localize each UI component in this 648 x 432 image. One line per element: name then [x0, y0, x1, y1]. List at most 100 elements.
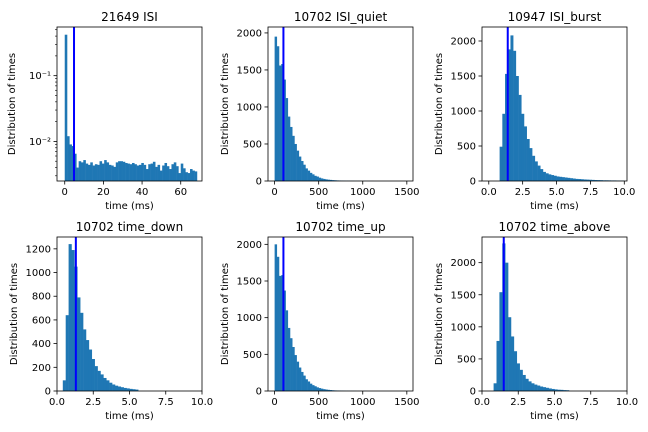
histogram-bar — [166, 166, 170, 181]
x-tick-label: 1500 — [394, 187, 419, 198]
x-tick-label: 0 — [62, 187, 68, 198]
subplot-title: 10702 time_up — [295, 220, 385, 234]
histogram-bar — [176, 166, 179, 181]
histogram-bar — [276, 46, 280, 181]
histogram-bar — [294, 143, 297, 181]
histogram-bar — [570, 178, 574, 181]
histogram-bar — [528, 381, 532, 391]
histogram-bar — [329, 390, 333, 391]
x-tick-label: 0.0 — [481, 187, 497, 198]
x-tick-label: 7.5 — [582, 187, 598, 198]
histogram-bar — [138, 164, 142, 181]
histogram-bar — [542, 387, 547, 391]
histogram-bar — [92, 165, 96, 181]
histogram-bar — [307, 170, 311, 181]
histogram-bar — [178, 173, 181, 181]
histogram-bar — [305, 379, 308, 391]
histogram-bar — [496, 340, 500, 391]
histogram-bar — [518, 94, 522, 181]
histogram-bar — [525, 378, 529, 391]
x-tick-label: 0 — [271, 397, 277, 408]
histogram-bar — [276, 256, 280, 391]
x-tick-label: 10.0 — [616, 397, 638, 408]
histogram-bar — [65, 315, 69, 391]
histogram-bar — [331, 180, 335, 181]
histogram-bar — [274, 244, 278, 391]
subplot-title: 10947 ISI_burst — [508, 10, 602, 24]
y-tick-label: 2000 — [237, 240, 262, 251]
histogram-bar — [298, 367, 302, 391]
y-tick-label: 1000 — [26, 268, 51, 279]
histogram-bar — [303, 375, 306, 391]
histogram-bar — [294, 355, 297, 391]
histogram-bar — [327, 179, 330, 181]
histogram-bar — [88, 349, 93, 391]
x-tick-label: 5.0 — [547, 397, 563, 408]
histogram-bar — [292, 347, 295, 391]
histogram-bar — [325, 389, 328, 391]
histogram-bar — [155, 166, 158, 181]
x-axis-label: time (ms) — [316, 201, 365, 212]
y-axis-label: Distribution of times — [434, 53, 445, 155]
histogram-bar — [599, 180, 603, 181]
histogram-bar — [173, 162, 177, 181]
y-axis-label: Distribution of times — [9, 263, 20, 365]
histogram-bar — [118, 161, 121, 181]
x-tick-label: 5.0 — [122, 397, 138, 408]
histogram-bar — [578, 179, 582, 181]
subplot-title: 21649 ISI — [101, 10, 158, 24]
histogram-bar — [135, 389, 139, 391]
y-tick-label: 500 — [243, 139, 262, 150]
histogram-bar — [513, 351, 518, 391]
histogram-bar — [534, 161, 538, 181]
histogram-bar — [556, 176, 560, 181]
axes-frame — [481, 26, 628, 182]
histogram-bar — [80, 162, 84, 181]
histogram-bar — [159, 170, 163, 181]
histogram-bar — [580, 179, 584, 181]
subplot-3: 0.0 2.5 5.0 7.5 10.0 0 500 1000 1500 2000 10947 IS… — [434, 10, 635, 212]
y-tick-label: 1000 — [237, 102, 262, 113]
histogram-bars — [62, 244, 139, 391]
histogram-bar — [87, 164, 91, 181]
y-tick-label: 1000 — [451, 107, 476, 118]
histogram-bar — [123, 387, 127, 391]
axes-frame — [56, 26, 203, 182]
histogram-bar — [312, 174, 315, 181]
histogram-bar — [513, 50, 517, 181]
y-tick-label: 500 — [457, 142, 476, 153]
histogram-bar — [589, 179, 593, 181]
x-tick-label: 20 — [97, 187, 110, 198]
histogram-bar — [316, 176, 319, 181]
histogram-bar — [113, 166, 117, 181]
x-axis-label: time (ms) — [530, 201, 579, 212]
histogram-bar — [109, 382, 113, 391]
y-tick-label: 1200 — [26, 244, 51, 255]
x-tick-label: 2.5 — [515, 187, 531, 198]
histogram-bar — [522, 374, 526, 391]
histogram-bar — [516, 363, 520, 391]
y-tick-label: 600 — [32, 315, 51, 326]
histogram-bar — [567, 177, 571, 181]
histogram-bar — [526, 139, 530, 181]
histogram-bar — [148, 164, 151, 181]
histogram-bar — [99, 161, 103, 181]
y-tick-label: 0 — [256, 177, 262, 188]
histogram-bar — [285, 98, 289, 181]
y-axis-label: Distribution of times — [7, 53, 18, 155]
histogram-bars — [493, 243, 570, 391]
y-tick-label: 200 — [32, 363, 51, 374]
y-tick-label: 800 — [32, 292, 51, 303]
y-tick-label: 0 — [470, 387, 476, 398]
histogram-bar — [91, 359, 95, 391]
histogram-bar — [305, 168, 308, 181]
axes-frame — [267, 26, 414, 182]
histogram-bar — [542, 171, 546, 181]
histogram-bar — [190, 169, 193, 181]
y-tick-label: 1500 — [237, 277, 262, 288]
histogram-bar — [83, 160, 86, 181]
y-tick-label: 2000 — [451, 258, 476, 269]
x-tick-label: 10.0 — [613, 187, 635, 198]
histogram-bar — [314, 175, 317, 181]
histogram-bar — [325, 179, 328, 181]
